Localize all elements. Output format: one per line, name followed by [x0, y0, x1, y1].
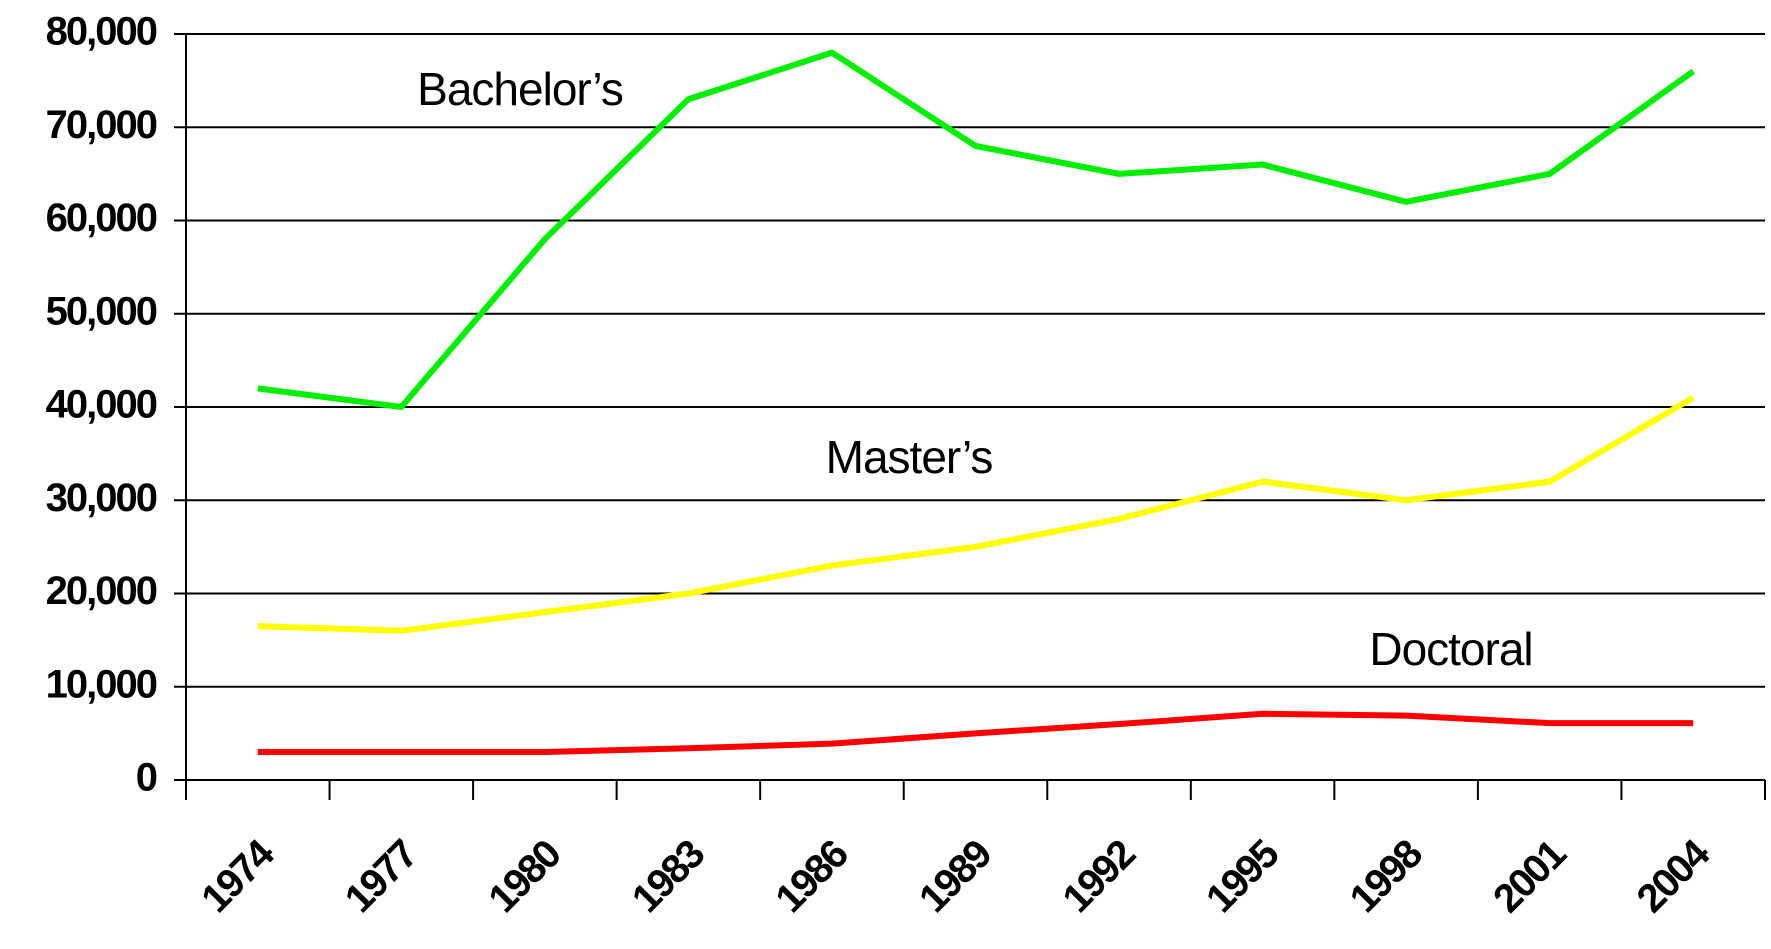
- x-tick-label: 2001: [1485, 831, 1575, 921]
- y-tick-label: 80,000: [46, 10, 157, 54]
- series-line: [257, 710, 1694, 756]
- y-tick-label: 40,000: [46, 383, 157, 427]
- x-tick-label: 1995: [1198, 831, 1288, 921]
- y-tick-label: 0: [136, 756, 157, 800]
- x-tick-label: 1992: [1055, 832, 1144, 921]
- x-tick-label: 1989: [911, 832, 1000, 921]
- x-tick-label: 1980: [480, 832, 569, 921]
- series-line: [257, 395, 1695, 634]
- series-label: Bachelor’s: [417, 63, 623, 115]
- series-line: [257, 49, 1695, 410]
- y-tick-label: 30,000: [46, 476, 157, 520]
- y-tick-label: 60,000: [46, 196, 157, 240]
- x-tick-label: 1986: [767, 832, 856, 921]
- y-tick-label: 20,000: [46, 569, 157, 613]
- y-tick-label: 10,000: [46, 662, 157, 706]
- x-tick-label: 1998: [1342, 831, 1432, 921]
- series-label: Doctoral: [1369, 623, 1532, 675]
- x-tick-label: 2004: [1629, 831, 1719, 921]
- series-label: Master’s: [826, 431, 993, 483]
- y-tick-label: 70,000: [46, 103, 157, 147]
- y-tick-label: 50,000: [46, 289, 157, 333]
- x-tick-label: 1983: [624, 832, 713, 921]
- x-tick-label: 1977: [337, 832, 426, 921]
- x-tick-label: 1974: [193, 831, 283, 921]
